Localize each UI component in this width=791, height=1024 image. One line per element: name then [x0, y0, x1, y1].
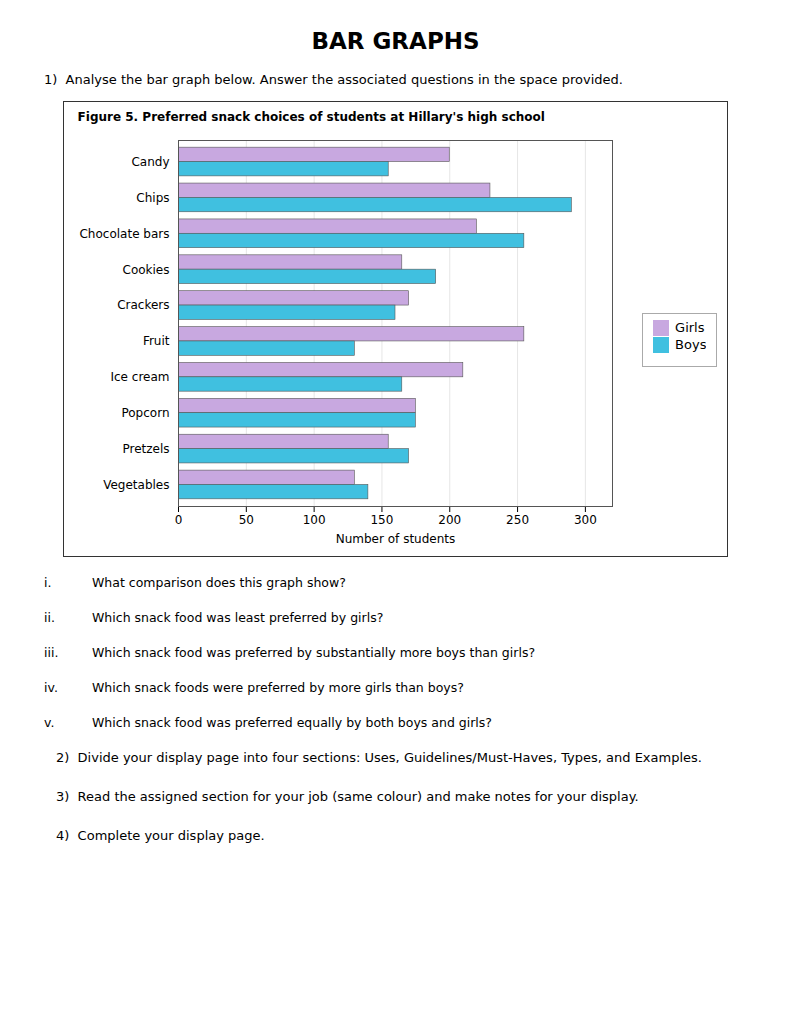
- html-text:Which snack food was least pre: Which snack food was least preferred by …: [92, 610, 384, 625]
- svg-text:200: 200: [438, 513, 461, 527]
- html-text:1) Analyse the bar graph below: 1) Analyse the bar graph below. Answer t…: [44, 72, 623, 87]
- html-text:4) Complete your display page.: 4) Complete your display page.: [56, 828, 265, 843]
- svg-text:Cookies: Cookies: [122, 263, 169, 277]
- svg-text:Crackers: Crackers: [117, 298, 169, 312]
- svg-text:50: 50: [238, 513, 253, 527]
- svg-text:150: 150: [370, 513, 393, 527]
- svg-text:300: 300: [574, 513, 597, 527]
- html-text:Which snack food was preferred: Which snack food was preferred equally b…: [92, 715, 492, 730]
- html-text:Figure 5. Preferred snack choi: Figure 5. Preferred snack choices of stu…: [77, 110, 545, 124]
- svg-text:250: 250: [506, 513, 529, 527]
- html-text:i.: i.: [44, 575, 52, 590]
- svg-text:Pretzels: Pretzels: [122, 442, 169, 456]
- html-text:iii.: iii.: [44, 645, 59, 660]
- svg-text:Ice cream: Ice cream: [110, 370, 169, 384]
- html-text:Boys: Boys: [675, 337, 707, 353]
- svg-text:Vegetables: Vegetables: [103, 478, 169, 492]
- svg-text:Chocolate bars: Chocolate bars: [79, 227, 169, 241]
- svg-text:Chips: Chips: [136, 191, 169, 205]
- svg-text:Popcorn: Popcorn: [121, 406, 169, 420]
- html-text:Girls: Girls: [675, 320, 705, 336]
- html-text:BAR GRAPHS: BAR GRAPHS: [311, 28, 480, 54]
- svg-text:Candy: Candy: [131, 155, 169, 169]
- html-text:v.: v.: [44, 715, 55, 730]
- svg-text:Number of students: Number of students: [335, 532, 455, 546]
- svg-text:100: 100: [302, 513, 325, 527]
- html-text:What comparison does this grap: What comparison does this graph show?: [92, 575, 346, 590]
- html-text:2) Divide your display page in: 2) Divide your display page into four se…: [56, 750, 702, 765]
- html-text:ii.: ii.: [44, 610, 55, 625]
- svg-text:Fruit: Fruit: [142, 334, 169, 348]
- html-text:3) Read the assigned section f: 3) Read the assigned section for your jo…: [56, 789, 639, 804]
- html-text:Which snack foods were preferr: Which snack foods were preferred by more…: [92, 680, 464, 695]
- html-text:iv.: iv.: [44, 680, 58, 695]
- html-text:Which snack food was preferred: Which snack food was preferred by substa…: [92, 645, 535, 660]
- svg-text:0: 0: [174, 513, 182, 527]
